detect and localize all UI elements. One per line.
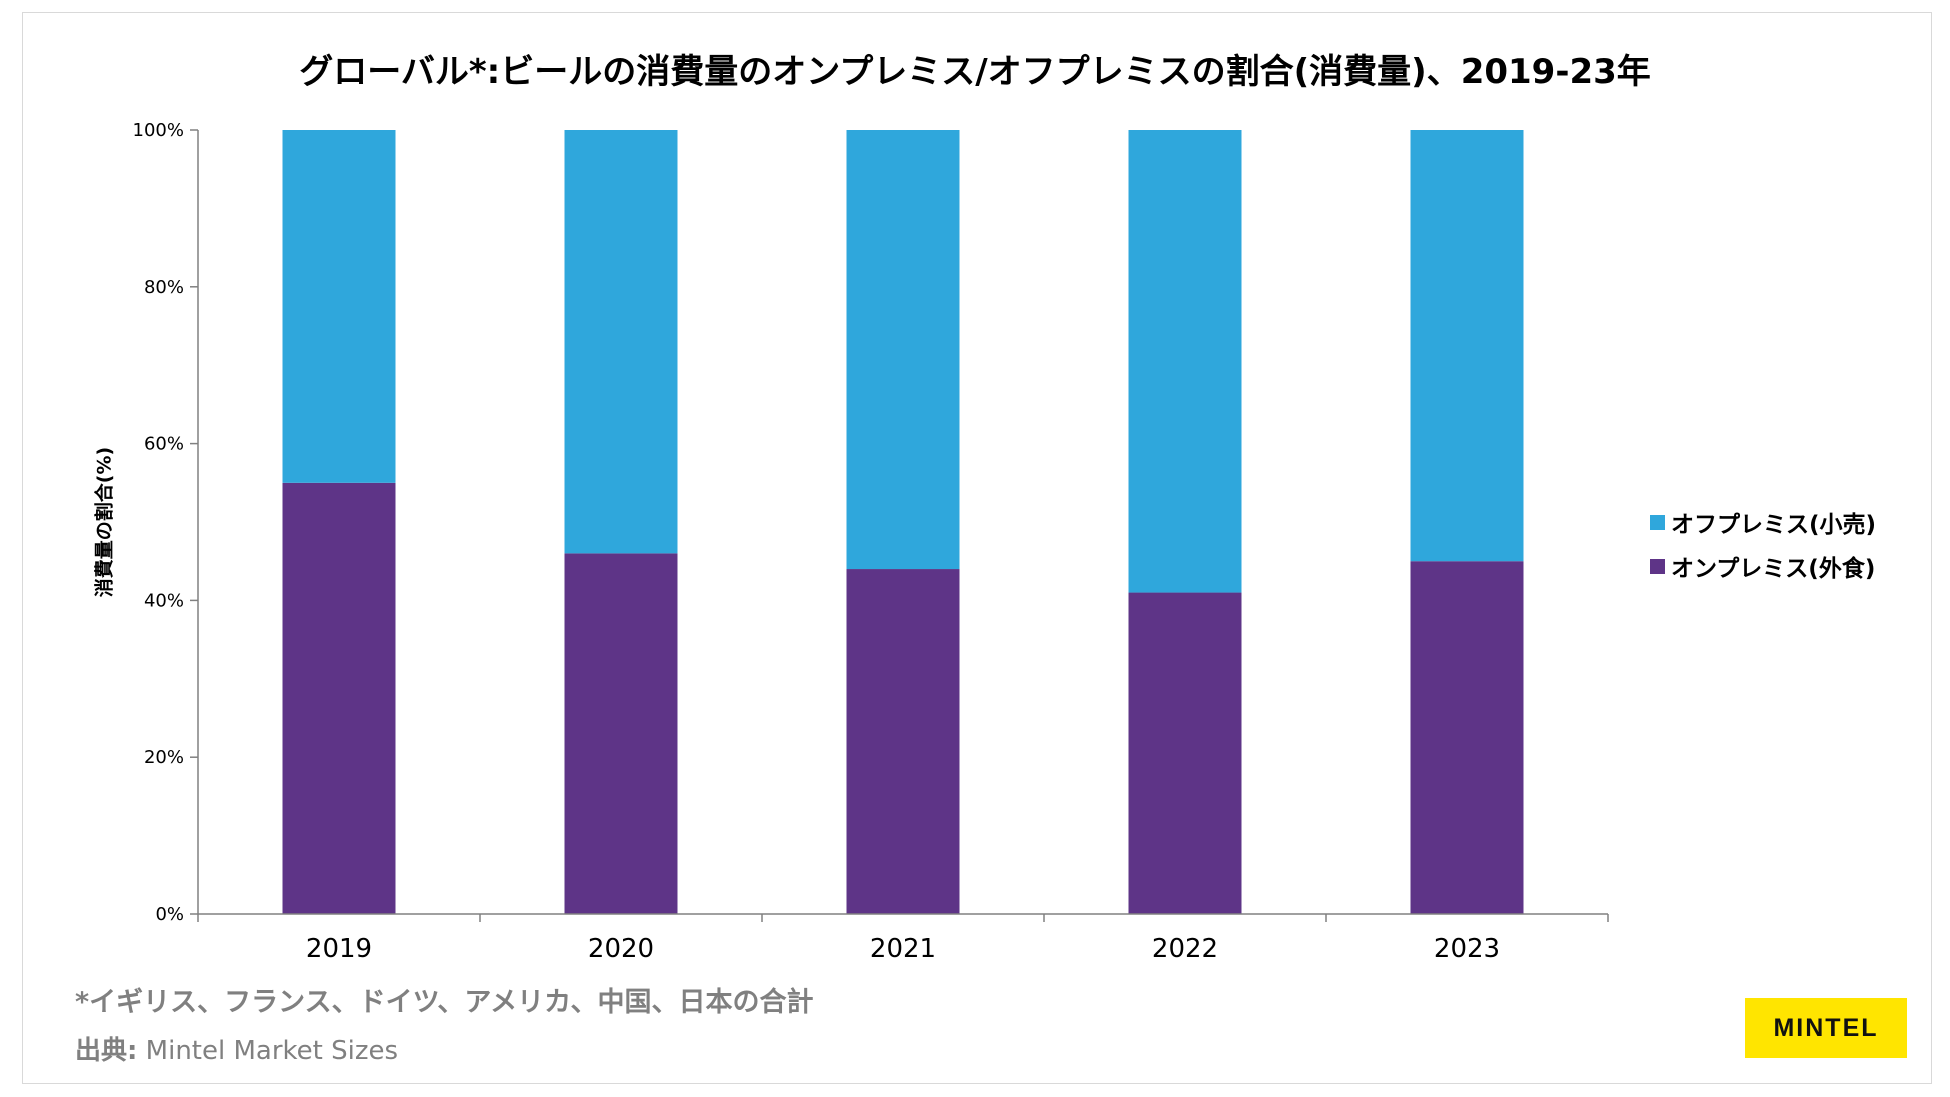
bar-on-premise-2021 bbox=[846, 569, 960, 914]
bar-on-premise-2022 bbox=[1128, 592, 1242, 914]
x-tick-label: 2020 bbox=[588, 934, 654, 964]
source-line: 出典: Mintel Market Sizes bbox=[75, 1030, 398, 1067]
y-tick-label: 60% bbox=[144, 434, 184, 455]
chart-frame bbox=[22, 12, 1932, 1084]
y-tick-label: 20% bbox=[144, 747, 184, 768]
x-tick-label: 2022 bbox=[1152, 934, 1218, 964]
bar-off-premise-2020 bbox=[564, 130, 678, 554]
y-tick-label: 100% bbox=[133, 120, 184, 141]
bar-off-premise-2022 bbox=[1128, 130, 1242, 593]
footnote: *イギリス、フランス、ドイツ、アメリカ、中国、日本の合計 bbox=[75, 987, 814, 1018]
mintel-logo: MINTEL bbox=[1745, 998, 1907, 1058]
x-tick-label: 2019 bbox=[306, 934, 372, 964]
y-tick-label: 0% bbox=[155, 904, 184, 925]
bar-off-premise-2023 bbox=[1410, 130, 1524, 562]
bar-off-premise-2021 bbox=[846, 130, 960, 570]
legend-item: オフプレミス(小売) bbox=[1650, 500, 1876, 544]
bar-on-premise-2020 bbox=[564, 553, 678, 914]
source-label: 出典: bbox=[75, 1036, 138, 1066]
x-tick-label: 2023 bbox=[1434, 934, 1500, 964]
bar-off-premise-2019 bbox=[282, 130, 396, 483]
chart-title: グローバル*:ビールの消費量のオンプレミス/オフプレミスの割合(消費量)、201… bbox=[299, 52, 1651, 92]
legend-swatch bbox=[1650, 558, 1665, 574]
legend: オフプレミス(小売) オンプレミス(外食) bbox=[1650, 500, 1876, 588]
bar-on-premise-2019 bbox=[282, 482, 396, 914]
legend-swatch bbox=[1650, 514, 1665, 530]
source-text: Mintel Market Sizes bbox=[137, 1036, 399, 1066]
y-tick-label: 80% bbox=[144, 277, 184, 298]
bar-on-premise-2023 bbox=[1410, 561, 1524, 914]
x-tick-label: 2021 bbox=[870, 934, 936, 964]
legend-label: オンプレミス(外食) bbox=[1671, 556, 1876, 582]
y-tick-label: 40% bbox=[144, 590, 184, 611]
legend-item: オンプレミス(外食) bbox=[1650, 544, 1876, 588]
legend-label: オフプレミス(小売) bbox=[1671, 512, 1877, 538]
